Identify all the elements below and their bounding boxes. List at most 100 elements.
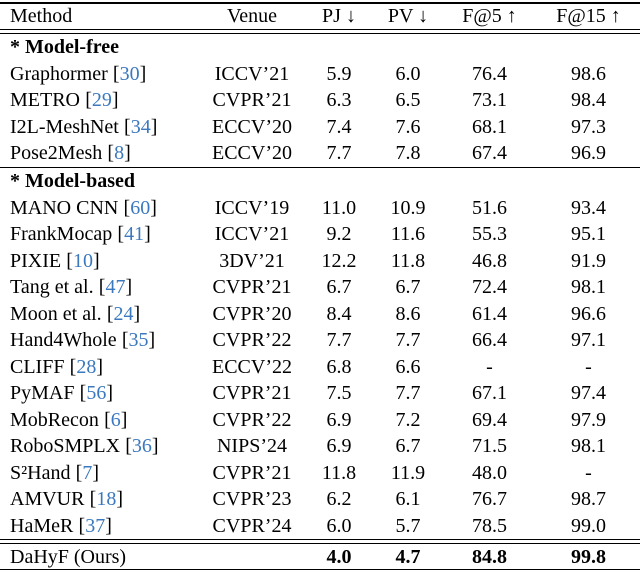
cite-bracket-close: ] (105, 514, 112, 537)
f5-cell: 69.4 (472, 408, 507, 431)
citation-link[interactable]: 18 (96, 488, 117, 511)
f15-cell: 98.1 (571, 276, 606, 299)
pj-cell: 7.5 (326, 382, 352, 405)
col-header-f5: F@5 ↑ (462, 5, 517, 27)
cite-bracket-open: [ (104, 408, 111, 431)
method-cell: AMVUR [18] (0, 486, 200, 513)
cite-bracket-open: [ (125, 435, 132, 458)
section-row-model-free: * Model-free (0, 34, 640, 61)
pj-cell: 8.4 (326, 302, 352, 325)
pv-cell: 11.8 (390, 249, 426, 272)
pj-cell: 11.0 (321, 196, 357, 219)
table-row-metro: METRO [29] CVPR’21 6.3 6.5 73.1 98.4 (0, 87, 640, 114)
section-label: * Model-based (10, 169, 135, 192)
f15-cell: 98.4 (571, 89, 606, 112)
pj-cell: 7.7 (326, 329, 352, 352)
pv-cell: 5.7 (395, 514, 421, 537)
citation-link[interactable]: 6 (110, 408, 121, 431)
table-row-frankmocap: FrankMocap [41] ICCV’21 9.2 11.6 55.3 95.… (0, 221, 640, 248)
cite-bracket-open: [ (78, 514, 86, 537)
cite-bracket-open: [ (121, 329, 129, 352)
method-name: Tang et al. (10, 276, 94, 299)
pv-cell: 7.7 (395, 329, 421, 352)
cite-bracket-close: ] (116, 488, 123, 511)
method-cell: PyMAF [56] (0, 380, 200, 407)
pj-cell: 9.2 (326, 223, 352, 246)
cite-bracket-close: ] (139, 62, 147, 85)
citation-link[interactable]: 47 (105, 276, 126, 299)
venue-cell: CVPR’24 (212, 514, 292, 537)
method-name: Pose2Mesh (10, 142, 103, 165)
f15-cell: 97.3 (571, 115, 606, 138)
citation-link[interactable]: 35 (128, 329, 149, 352)
f15-cell: 95.1 (571, 223, 606, 246)
citation-link[interactable]: 34 (130, 115, 151, 138)
method-name: HaMeR (10, 514, 74, 537)
method-cell: PIXIE [10] (0, 248, 200, 275)
citation-link[interactable]: 36 (131, 435, 152, 458)
citation-link[interactable]: 56 (86, 382, 107, 405)
f5-cell: 46.8 (472, 249, 507, 272)
cite-bracket-close: ] (150, 196, 157, 219)
cite-bracket-open: [ (66, 249, 73, 272)
venue-cell: CVPR’23 (212, 488, 292, 511)
method-name: MobRecon (10, 408, 99, 431)
citation-link[interactable]: 29 (91, 89, 112, 112)
cite-bracket-close: ] (120, 408, 128, 431)
col-header-method: Method (10, 5, 73, 27)
f15-cell: 99.8 (571, 545, 606, 568)
method-name: FrankMocap (10, 223, 113, 246)
citation-link[interactable]: 7 (82, 461, 93, 484)
f5-cell: 73.1 (472, 89, 507, 112)
pv-cell: 4.7 (395, 545, 421, 568)
col-header-pv: PV ↓ (387, 5, 429, 27)
pv-cell: 6.0 (395, 62, 421, 85)
method-cell: Tang et al. [47] (0, 274, 200, 301)
f5-cell: 66.4 (472, 329, 507, 352)
cite-bracket-close: ] (92, 461, 99, 484)
citation-link[interactable]: 41 (124, 223, 145, 246)
f15-cell: 96.6 (571, 302, 606, 325)
citation-link[interactable]: 37 (85, 514, 106, 537)
venue-cell: CVPR’21 (212, 461, 292, 484)
citation-link[interactable]: 28 (76, 355, 97, 378)
table-row-cliff: CLIFF [28] ECCV’22 6.8 6.6 - - (0, 354, 640, 381)
f15-cell: 97.4 (571, 382, 606, 405)
cite-bracket-open: [ (89, 488, 97, 511)
method-name: METRO (10, 89, 80, 112)
cite-bracket-close: ] (96, 355, 103, 378)
f15-cell: 99.0 (571, 514, 606, 537)
f5-cell: 67.1 (472, 382, 507, 405)
method-name: MANO CNN (10, 196, 119, 219)
citation-link[interactable]: 30 (119, 62, 140, 85)
f5-cell: 71.5 (472, 435, 507, 458)
pj-cell: 7.7 (326, 142, 352, 165)
method-cell: MANO CNN [60] (0, 195, 200, 222)
table-row-i2l-meshnet: I2L-MeshNet [34] ECCV’20 7.4 7.6 68.1 97.… (0, 114, 640, 141)
cite-bracket-open: [ (79, 382, 87, 405)
table-row-s2hand: S²Hand [7] CVPR’21 11.8 11.9 48.0 - (0, 460, 640, 487)
citation-link[interactable]: 60 (130, 196, 151, 219)
f15-cell: 91.9 (571, 249, 606, 272)
pv-cell: 6.6 (395, 355, 421, 378)
header-double-rule (0, 29, 640, 34)
citation-link[interactable]: 10 (72, 249, 93, 272)
pj-cell: 6.3 (326, 89, 352, 112)
citation-link[interactable]: 24 (113, 302, 134, 325)
cite-bracket-open: [ (124, 115, 131, 138)
f5-cell: 68.1 (472, 115, 507, 138)
section-label: * Model-free (10, 35, 120, 58)
pv-cell: 7.2 (395, 408, 421, 431)
venue-cell: CVPR’22 (212, 408, 292, 431)
pv-cell: 8.6 (395, 302, 421, 325)
table-top-rule (0, 2, 640, 4)
pv-cell: 6.5 (395, 89, 421, 112)
cite-bracket-close: ] (148, 329, 156, 352)
method-cell: MobRecon [6] (0, 407, 200, 434)
section-divider-rule (0, 166, 640, 168)
f15-cell: 97.1 (571, 329, 606, 352)
table-row-ours: DaHyF (Ours) 4.0 4.7 84.8 99.8 (0, 544, 640, 569)
citation-link[interactable]: 8 (114, 142, 125, 165)
pv-cell: 10.9 (390, 196, 426, 219)
